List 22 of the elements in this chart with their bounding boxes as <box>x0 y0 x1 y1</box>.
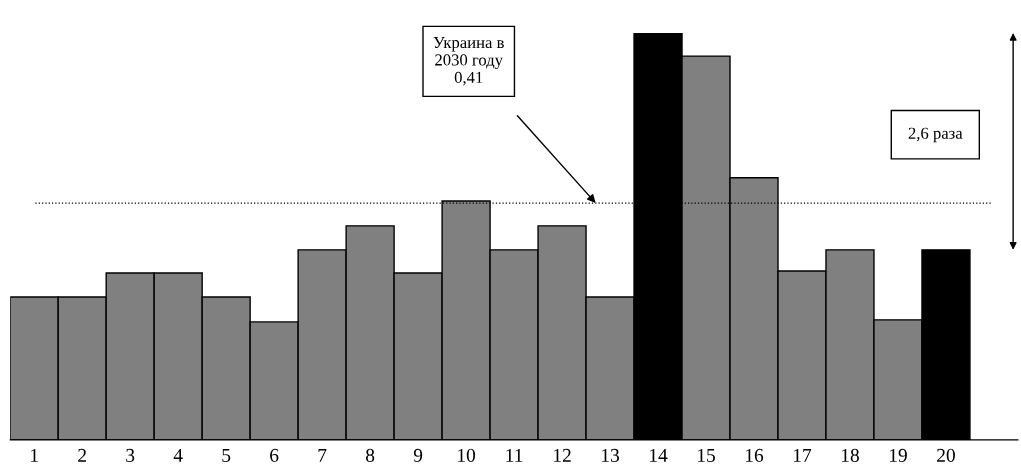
x-tick-label: 6 <box>270 448 279 462</box>
x-tick-label: 15 <box>698 448 715 462</box>
x-tick-label: 20 <box>937 448 955 462</box>
annotation: 2,6 раза <box>908 127 963 143</box>
x-tick-label: 5 <box>222 449 231 462</box>
x-tick-label: 13 <box>602 448 620 462</box>
x-tick-label: 12 <box>554 448 571 462</box>
x-tick-label: 3 <box>126 448 135 462</box>
x-tick-label: 18 <box>841 448 859 462</box>
x-tick-label: 19 <box>889 448 907 462</box>
x-tick-label: 17 <box>793 448 812 462</box>
x-tick-label: 10 <box>458 448 476 462</box>
x-tick-label: 7 <box>318 449 327 462</box>
x-tick-label: 8 <box>365 448 375 462</box>
x-tick-label: 2 <box>78 448 86 462</box>
x-tick-label: 4 <box>173 448 183 462</box>
x-tick-label: 11 <box>506 448 523 462</box>
x-tick-label: 9 <box>413 448 423 462</box>
x-tick-label: 1 <box>31 448 38 462</box>
x-tick-label: 16 <box>746 448 764 462</box>
annotation: Украина в 2030 году 0,41 <box>433 37 504 86</box>
x-tick-label: 14 <box>650 448 668 462</box>
